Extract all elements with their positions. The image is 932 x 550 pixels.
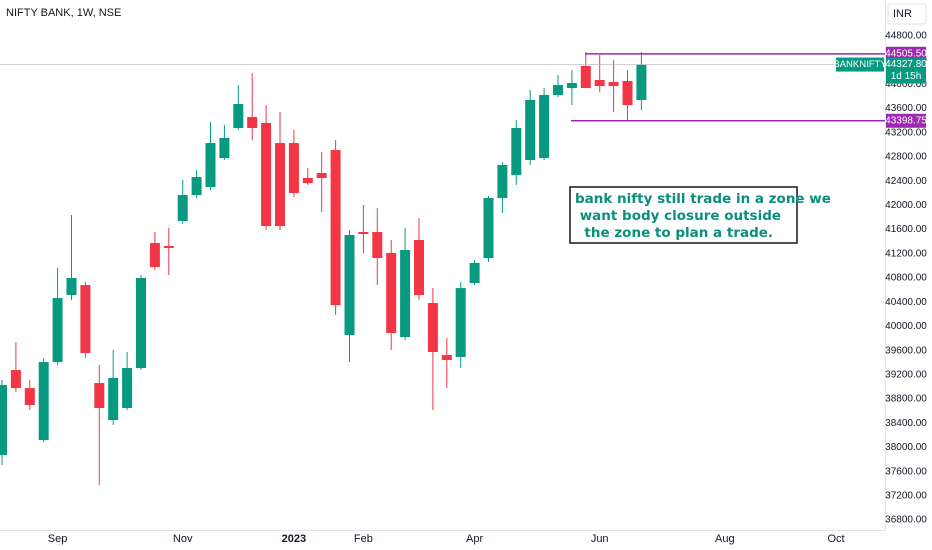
candle-body xyxy=(10,370,21,389)
candle-body xyxy=(94,383,105,409)
y-tick-label: 44800.00 xyxy=(885,31,927,42)
y-tick-label: 39200.00 xyxy=(885,369,927,380)
y-tick-label: 43600.00 xyxy=(885,103,927,114)
candle-body xyxy=(108,378,119,421)
candle-body xyxy=(149,243,160,268)
candle-body xyxy=(38,362,49,441)
y-tick-label: 37600.00 xyxy=(885,466,927,477)
candle-body xyxy=(247,117,258,129)
candle-body xyxy=(553,85,563,95)
annotation-text: the zone to plan a trade. xyxy=(575,225,773,241)
y-tick-label: 43200.00 xyxy=(885,127,927,138)
x-tick-label: Jun xyxy=(591,533,609,545)
candle-body xyxy=(636,64,647,101)
symbol-label: BANKNIFTY xyxy=(833,59,887,70)
marks xyxy=(0,52,885,486)
candle-body xyxy=(580,66,591,89)
candle-body xyxy=(66,278,77,296)
y-tick-label: 37200.00 xyxy=(885,490,927,501)
candle-body xyxy=(136,278,146,369)
candle-body xyxy=(302,177,313,184)
chart-title: NIFTY BANK, 1W, NSE xyxy=(6,7,121,19)
y-tick-label: 38000.00 xyxy=(885,442,927,453)
y-tick-label: 40000.00 xyxy=(885,321,927,332)
last-price-bg xyxy=(886,57,926,84)
candle-body xyxy=(372,232,383,259)
y-tick-label: 38400.00 xyxy=(885,418,927,429)
candle-body xyxy=(511,128,522,176)
y-tick-label: 39600.00 xyxy=(885,345,927,356)
candle-body xyxy=(525,100,536,161)
candle-body xyxy=(386,253,397,334)
candle-body xyxy=(288,143,299,194)
candle-body xyxy=(566,83,577,89)
y-tick-label: 42000.00 xyxy=(885,200,927,211)
countdown-label: 1d 15h xyxy=(891,71,922,82)
candle-body xyxy=(414,240,424,296)
candle-body xyxy=(205,143,216,188)
candle-body xyxy=(427,302,438,353)
candle-body xyxy=(163,246,174,248)
annotation-text: bank nifty still trade in a zone we xyxy=(575,191,831,207)
candle-body xyxy=(24,388,35,406)
candle-body xyxy=(483,198,494,259)
candle-body xyxy=(0,385,7,456)
level-label-bg xyxy=(886,113,926,128)
level-label-bg xyxy=(886,46,926,61)
y-tick-label: 42400.00 xyxy=(885,176,927,187)
y-tick-label: 44000.00 xyxy=(885,79,927,90)
y-tick-label: 36800.00 xyxy=(885,515,927,526)
candle-body xyxy=(191,177,202,196)
annotation-text: want body closure outside xyxy=(575,208,781,224)
ticks: 36800.00 37200.00 37600.00 38000.00 38400.00… xyxy=(48,31,927,545)
x-tick-label: Apr xyxy=(466,533,483,545)
candle-body xyxy=(358,232,369,235)
candle-body xyxy=(233,104,244,129)
x-tick-label: Sep xyxy=(48,533,68,545)
candle-body xyxy=(469,263,480,284)
candle-body xyxy=(316,173,327,178)
y-tick-label: 38800.00 xyxy=(885,394,927,405)
candle-body xyxy=(261,123,272,227)
candle-body xyxy=(275,143,285,227)
y-tick-label: 41200.00 xyxy=(885,248,927,259)
candle-body xyxy=(80,285,91,354)
y-tick-label: 41600.00 xyxy=(885,224,927,235)
candle-body xyxy=(330,150,341,306)
candle-body xyxy=(52,298,63,363)
candle-body xyxy=(177,195,188,222)
currency[interactable]: INR xyxy=(893,8,912,20)
candle-body xyxy=(539,94,550,159)
candle-body xyxy=(219,138,230,159)
candle-body xyxy=(400,249,411,337)
candle-body xyxy=(344,234,355,336)
candle-body xyxy=(122,368,133,409)
y-tick-label: 40800.00 xyxy=(885,273,927,284)
last-price-label: 44327.80 xyxy=(885,59,927,70)
x-tick-label: Oct xyxy=(827,533,844,545)
annotation-box xyxy=(569,186,798,244)
y-tick-label: 42800.00 xyxy=(885,152,927,163)
candle-body xyxy=(608,81,619,87)
candle-body xyxy=(622,81,633,106)
x-tick-label: Nov xyxy=(173,533,193,545)
candle-body xyxy=(497,164,508,199)
x-tick-label: Feb xyxy=(354,533,373,545)
currency-box[interactable] xyxy=(887,3,927,25)
candle-body xyxy=(455,288,466,358)
candle-body xyxy=(594,79,605,87)
symbol-bg xyxy=(836,57,884,72)
level-label: 43398.75 xyxy=(885,115,927,126)
level-label: 44505.50 xyxy=(885,48,927,59)
x-tick-label: Aug xyxy=(715,533,735,545)
candle-body xyxy=(441,355,452,360)
x-tick-label: 2023 xyxy=(282,533,306,545)
y-tick-label: 40400.00 xyxy=(885,297,927,308)
